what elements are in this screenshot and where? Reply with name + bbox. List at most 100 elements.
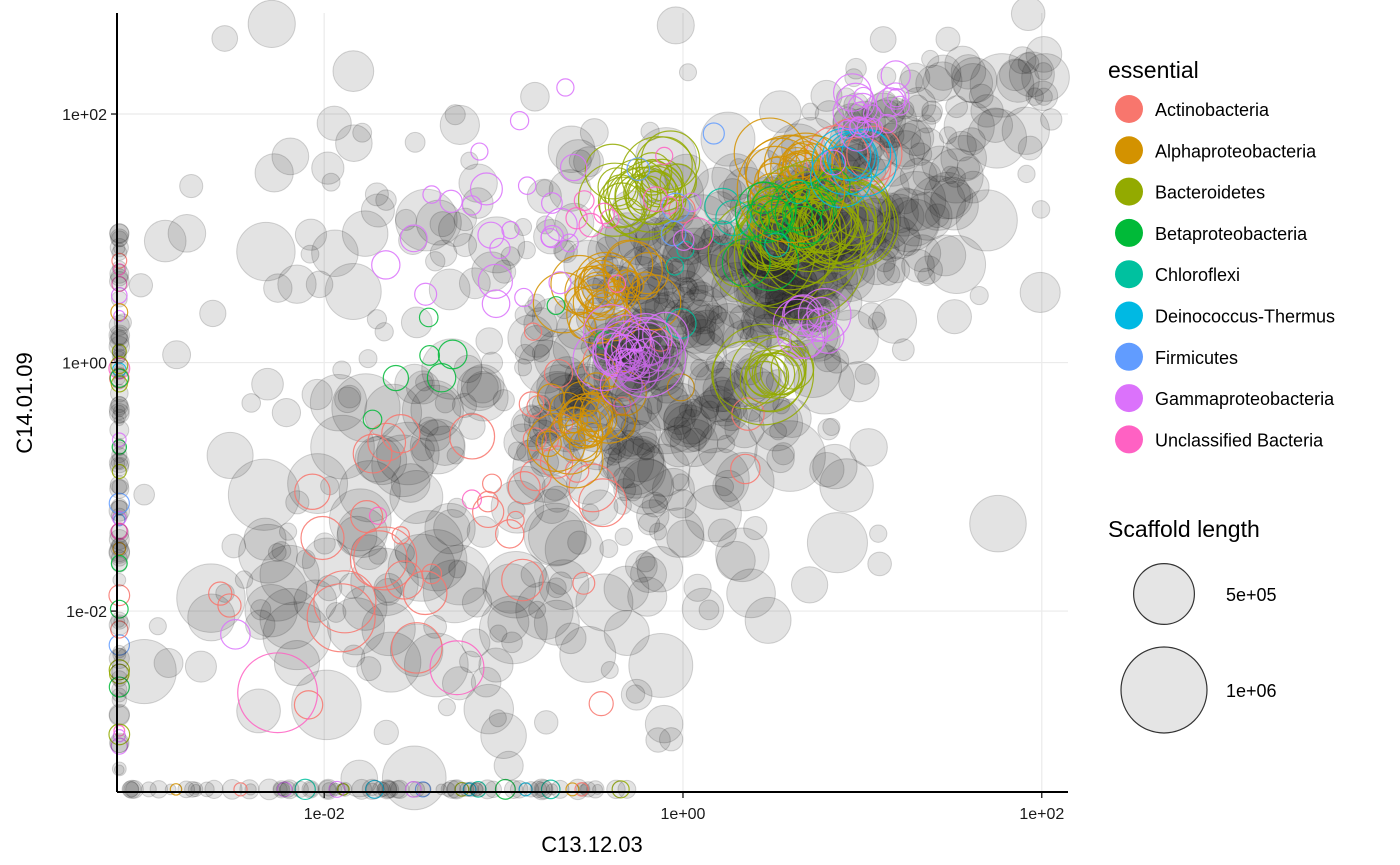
data-point xyxy=(395,188,458,252)
data-point xyxy=(523,307,558,342)
data-point xyxy=(622,458,673,509)
data-point xyxy=(538,559,590,611)
data-point xyxy=(572,327,636,391)
data-point xyxy=(507,471,541,505)
data-point xyxy=(108,659,130,681)
data-point xyxy=(1008,51,1055,98)
data-point xyxy=(891,338,915,362)
data-point xyxy=(472,495,505,529)
data-point xyxy=(460,364,505,408)
data-point xyxy=(244,583,298,638)
data-point xyxy=(705,354,725,374)
data-point xyxy=(675,289,720,333)
data-point xyxy=(968,83,994,109)
data-point xyxy=(108,492,130,514)
data-point xyxy=(111,276,128,292)
data-point xyxy=(956,156,981,180)
data-point xyxy=(540,779,561,800)
data-point xyxy=(910,127,945,162)
x-tick-label: 1e+02 xyxy=(1019,806,1064,823)
data-point xyxy=(574,782,589,797)
data-point xyxy=(644,704,684,744)
data-point xyxy=(449,413,496,460)
data-point xyxy=(657,424,701,468)
data-point xyxy=(956,170,990,204)
data-point xyxy=(579,385,638,444)
legend-label: Actinobacteria xyxy=(1155,100,1270,120)
data-point xyxy=(109,223,130,244)
data-point xyxy=(329,782,343,796)
data-point xyxy=(711,262,763,314)
data-point xyxy=(784,179,810,205)
data-point xyxy=(667,416,692,441)
data-point xyxy=(111,244,128,261)
data-point xyxy=(111,252,128,269)
data-point xyxy=(233,782,248,797)
data-point xyxy=(636,545,684,593)
data-point xyxy=(564,286,594,316)
data-point xyxy=(726,568,776,619)
data-point xyxy=(461,489,482,510)
data-point xyxy=(642,335,679,372)
data-point xyxy=(543,485,571,513)
data-point xyxy=(614,160,687,233)
data-point xyxy=(258,778,281,801)
data-point xyxy=(689,281,715,307)
data-point xyxy=(1017,135,1043,161)
data-point xyxy=(653,507,705,558)
data-point xyxy=(300,515,345,561)
data-point xyxy=(586,780,605,799)
legend-swatch xyxy=(1115,301,1143,330)
data-point xyxy=(869,141,916,187)
data-point xyxy=(109,396,129,416)
data-point xyxy=(772,298,822,348)
data-point xyxy=(582,304,640,361)
data-point xyxy=(376,421,440,486)
data-point xyxy=(921,100,943,123)
data-point xyxy=(509,111,530,131)
data-point xyxy=(835,87,857,108)
data-point xyxy=(481,289,511,319)
data-point xyxy=(688,309,725,346)
data-point xyxy=(421,563,443,585)
data-point xyxy=(1017,164,1036,184)
data-point xyxy=(577,271,620,315)
data-point xyxy=(625,684,646,704)
data-point xyxy=(325,602,347,623)
data-point xyxy=(271,137,310,176)
data-point xyxy=(712,323,815,426)
data-point xyxy=(321,172,341,192)
data-point xyxy=(977,107,1014,143)
data-point xyxy=(944,166,966,188)
data-point xyxy=(332,50,375,93)
x-tick-label: 1e+00 xyxy=(661,806,706,823)
data-point xyxy=(463,683,515,735)
data-point xyxy=(1034,87,1053,106)
data-point xyxy=(332,360,352,380)
data-point xyxy=(682,427,707,452)
data-point xyxy=(429,640,485,696)
data-point xyxy=(259,544,320,606)
data-point xyxy=(433,509,471,547)
data-point xyxy=(695,326,715,346)
data-point xyxy=(221,533,247,559)
data-point xyxy=(453,207,477,232)
data-point xyxy=(606,437,665,496)
data-point xyxy=(829,129,898,198)
data-point xyxy=(361,778,383,800)
data-point xyxy=(490,480,545,534)
data-point xyxy=(109,223,130,244)
data-point xyxy=(557,398,602,442)
data-point xyxy=(113,513,126,527)
data-point xyxy=(254,153,294,193)
data-point xyxy=(352,122,373,143)
data-point xyxy=(148,617,167,636)
data-point xyxy=(637,443,691,497)
data-point xyxy=(580,265,606,291)
data-point xyxy=(838,360,880,403)
data-point xyxy=(613,269,639,295)
data-point xyxy=(184,650,217,683)
data-point xyxy=(167,214,207,253)
data-point xyxy=(365,779,385,799)
data-point xyxy=(893,227,923,257)
